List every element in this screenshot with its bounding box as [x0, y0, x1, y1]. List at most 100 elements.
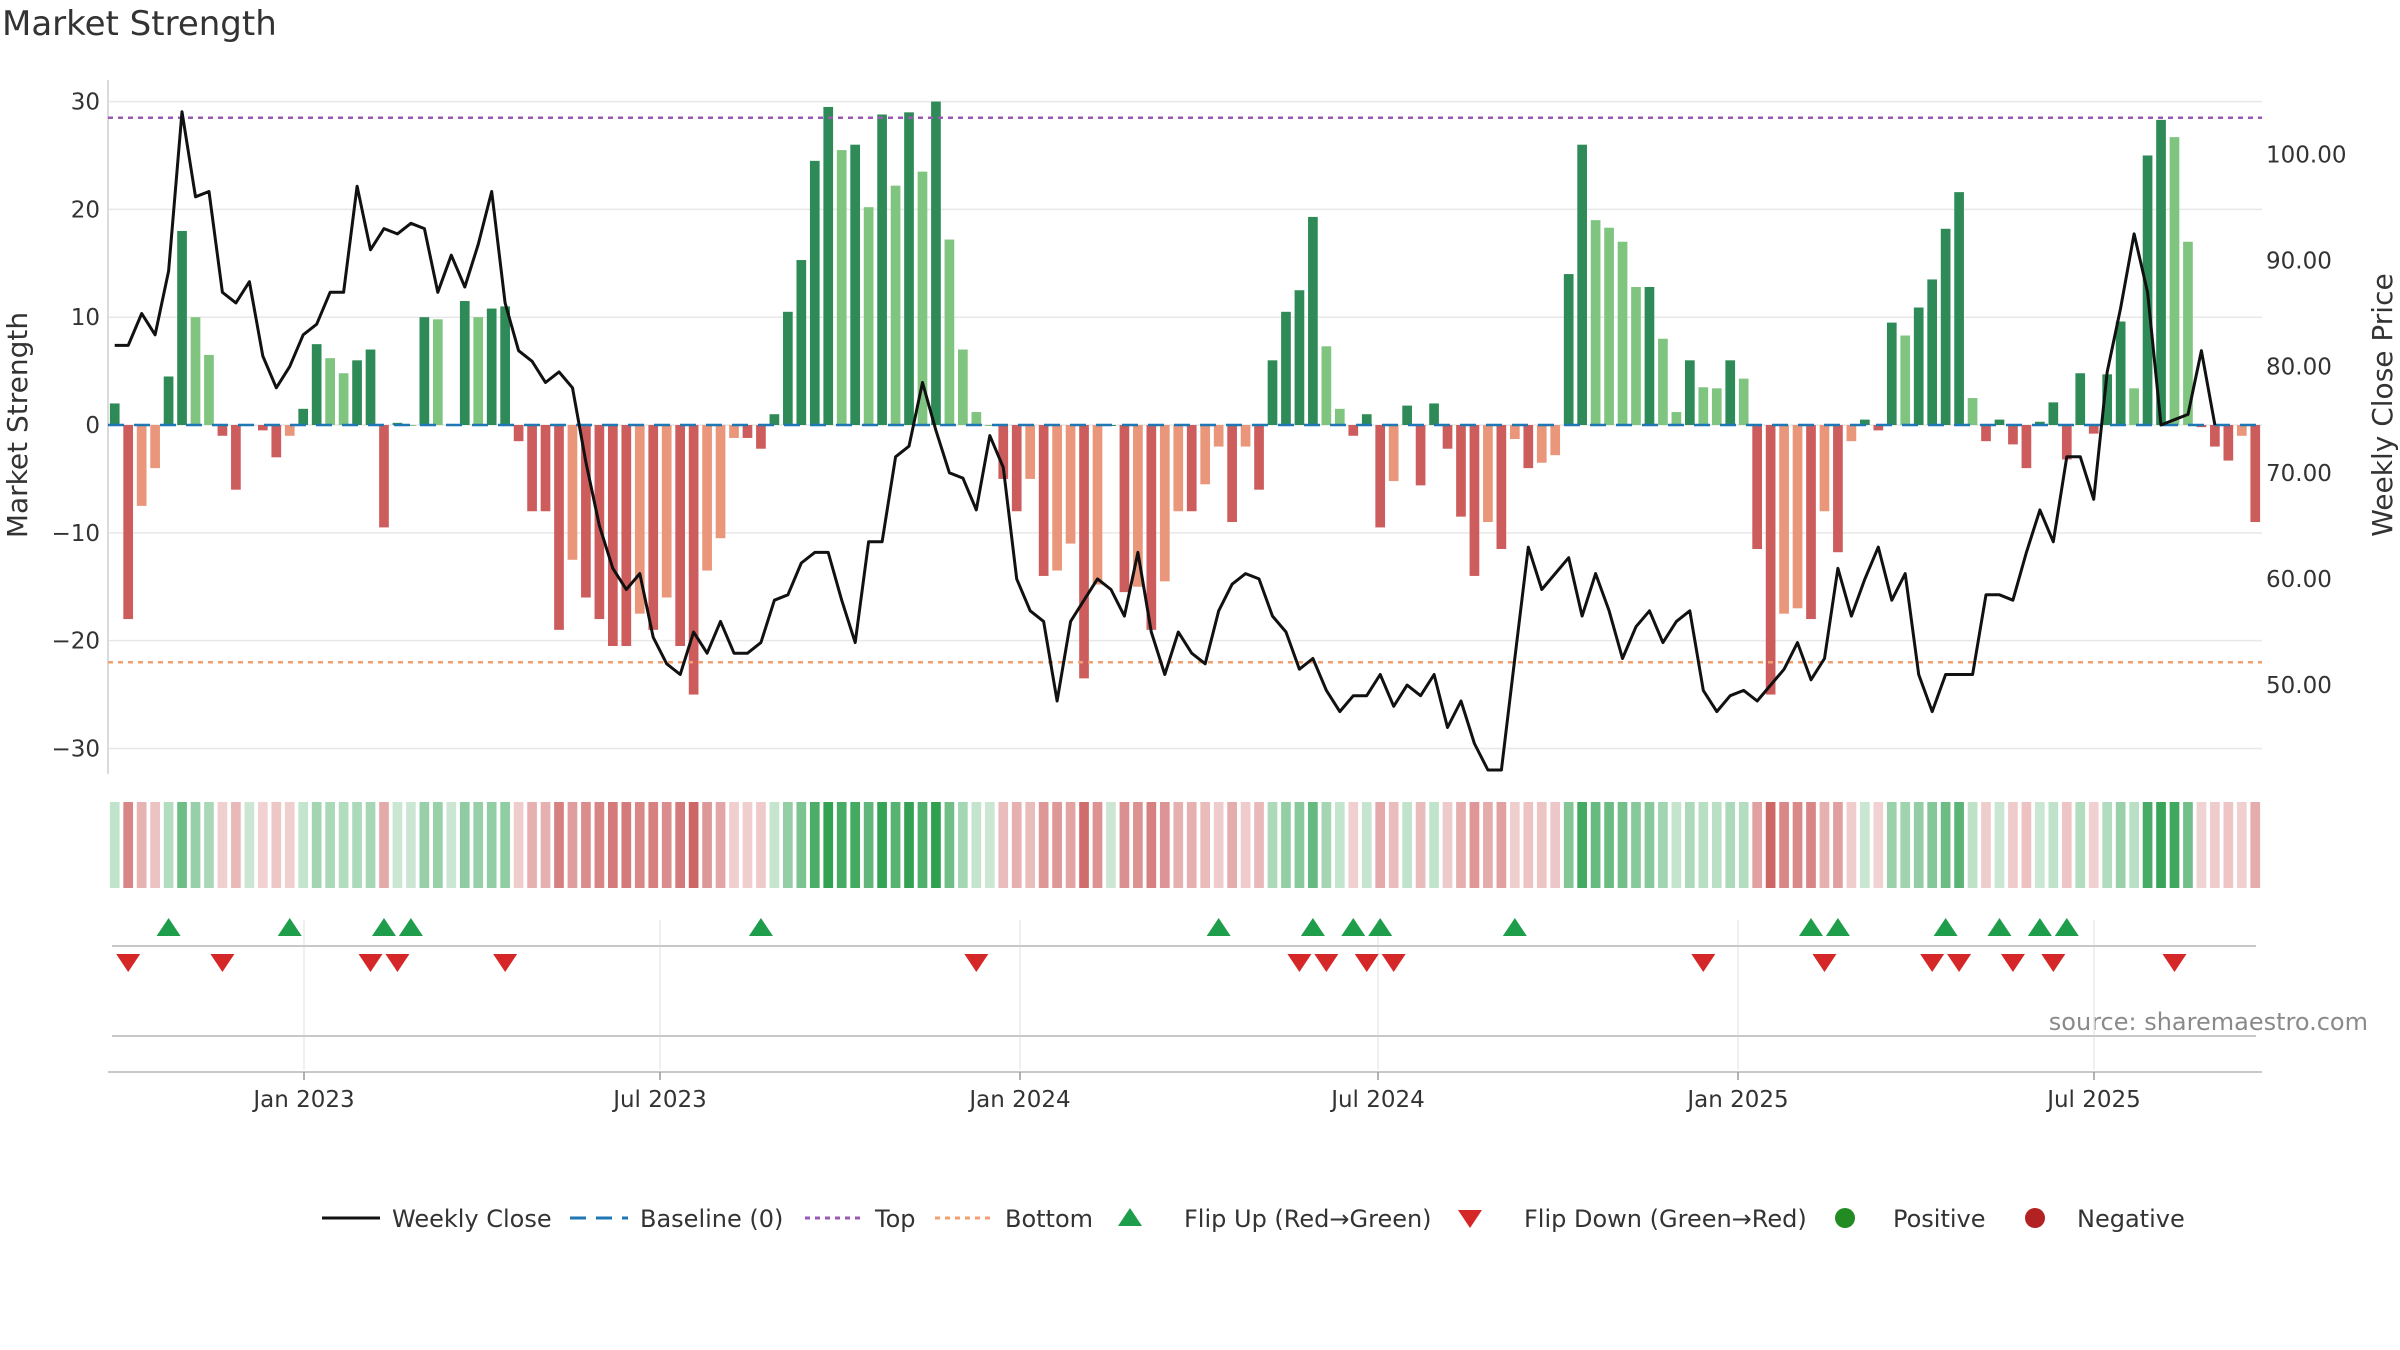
heat-cell	[419, 802, 430, 888]
heat-cell	[163, 802, 174, 888]
heat-cell	[1725, 802, 1736, 888]
strength-bar	[2061, 425, 2072, 460]
heat-cell	[890, 802, 901, 888]
flip-up-marker	[1300, 918, 1325, 936]
heat-cell	[796, 802, 807, 888]
strength-bar	[2102, 374, 2113, 425]
strength-bar	[1119, 425, 1130, 593]
strength-bar	[742, 425, 753, 438]
flip-down-marker	[358, 954, 383, 972]
heat-cell	[756, 802, 766, 888]
x-tick-label: Jul 2024	[1329, 1087, 1425, 1113]
heat-cell	[459, 802, 470, 888]
strength-bar	[1577, 144, 1587, 425]
flip-up-marker	[398, 918, 423, 936]
heat-cell	[109, 802, 120, 888]
strength-bar	[1523, 425, 1534, 469]
heat-cell	[1052, 802, 1062, 888]
heat-cell	[688, 802, 699, 888]
flip-up-marker	[156, 918, 181, 936]
heat-cell	[257, 802, 268, 888]
heat-cell	[823, 802, 834, 888]
heat-cell	[2048, 802, 2059, 888]
heat-cell	[1792, 802, 1803, 888]
chart-title: Market Strength	[2, 4, 277, 44]
heat-cell	[2250, 802, 2261, 888]
x-tick-label: Jan 2023	[251, 1087, 354, 1113]
heat-cell	[123, 802, 134, 888]
flip-down-marker	[2162, 954, 2187, 972]
strength-bar	[1752, 425, 1763, 549]
strength-bar	[1402, 405, 1412, 425]
heat-cell	[1913, 802, 1924, 888]
x-tick-label: Jul 2023	[611, 1087, 707, 1113]
strength-bar	[688, 425, 699, 695]
strength-bar	[1644, 287, 1655, 425]
heat-cell	[1375, 802, 1386, 888]
heat-cell	[1011, 802, 1022, 888]
strength-bar	[1940, 228, 1951, 425]
heat-cell	[352, 802, 362, 888]
x-tick-label: Jul 2025	[2045, 1087, 2141, 1113]
strength-bar	[1698, 387, 1709, 425]
flip-up-marker	[748, 918, 773, 936]
strength-bar	[1146, 425, 1157, 630]
strength-bar	[500, 306, 510, 425]
source-label: source: sharemaestro.com	[2048, 1008, 2368, 1036]
heat-cell	[1658, 802, 1668, 888]
heat-cell	[2129, 802, 2139, 888]
strength-bar	[702, 425, 712, 571]
heat-cell	[621, 802, 632, 888]
strength-bar	[944, 239, 955, 425]
heat-cell	[1321, 802, 1332, 888]
heat-cell	[1590, 802, 1601, 888]
strength-bar	[1092, 425, 1103, 585]
flip-down-marker	[2041, 954, 2066, 972]
heat-cell	[1415, 802, 1426, 888]
strength-bar	[2048, 402, 2059, 425]
strength-bar	[634, 425, 645, 614]
heat-cell	[1186, 802, 1197, 888]
legend-symbol-positive	[1835, 1208, 1855, 1228]
y2-tick-label: 60.00	[2266, 567, 2332, 593]
strength-bar	[2021, 425, 2032, 469]
flip-up-marker	[277, 918, 302, 936]
heat-cell	[1254, 802, 1264, 888]
heat-cell	[702, 802, 712, 888]
heat-cell	[931, 802, 941, 888]
strength-bar	[1860, 419, 1870, 425]
strength-bar	[1227, 425, 1237, 523]
flip-down-marker	[493, 954, 518, 972]
legend-symbol-flip-down	[1458, 1210, 1482, 1228]
strength-bar	[1483, 425, 1493, 523]
strength-bar	[1900, 335, 1911, 425]
heat-cell	[1940, 802, 1951, 888]
heat-cell	[1644, 802, 1655, 888]
strength-bar	[904, 112, 914, 425]
strength-bar	[1590, 220, 1601, 425]
strength-bar	[1348, 425, 1359, 436]
legend-label: Flip Up (Red→Green)	[1184, 1205, 1432, 1233]
strength-bar	[2035, 421, 2045, 425]
heat-cell	[2169, 802, 2180, 888]
heat-cell	[729, 802, 739, 888]
heat-cell	[2008, 802, 2018, 888]
legend-label: Flip Down (Green→Red)	[1524, 1205, 1807, 1233]
flip-up-marker	[1825, 918, 1850, 936]
strength-bar	[379, 425, 389, 528]
flip-down-marker	[1947, 954, 1972, 972]
heat-cell	[1671, 802, 1682, 888]
strength-bar	[648, 425, 659, 630]
strength-bar	[1536, 425, 1547, 463]
strength-bar	[1159, 425, 1170, 582]
flip-down-marker	[2000, 954, 2025, 972]
heat-cell	[1577, 802, 1587, 888]
heat-cell	[231, 802, 241, 888]
y-tick-label: 20	[71, 197, 100, 223]
flip-up-marker	[1987, 918, 2012, 936]
strength-bar	[756, 425, 766, 449]
heat-cell	[971, 802, 982, 888]
strength-bar	[769, 414, 780, 425]
strength-bar	[1254, 425, 1264, 490]
strength-bar	[836, 150, 847, 425]
